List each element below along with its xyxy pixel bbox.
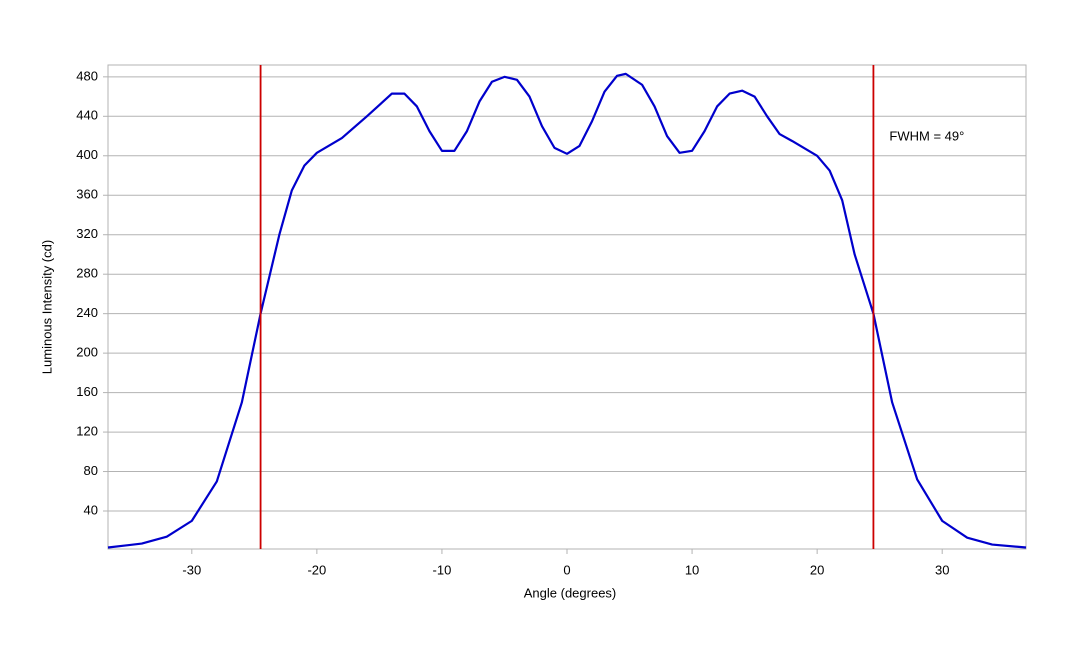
y-tick-label: 40 bbox=[84, 502, 98, 517]
y-tick-label: 440 bbox=[76, 108, 98, 123]
x-tick-label: -10 bbox=[433, 562, 452, 577]
y-tick-label: 280 bbox=[76, 266, 98, 281]
data-line bbox=[107, 72, 1027, 549]
y-tick-label: 480 bbox=[76, 68, 98, 83]
annotation: FWHM = 49° bbox=[889, 128, 964, 143]
y-tick-label: 120 bbox=[76, 424, 98, 439]
y-tick-label: 240 bbox=[76, 305, 98, 320]
plot-frame bbox=[107, 64, 1027, 550]
x-tick-label: -20 bbox=[307, 562, 326, 577]
x-tick-label: 20 bbox=[810, 562, 824, 577]
y-tick-label: 320 bbox=[76, 226, 98, 241]
y-tick-label: 80 bbox=[84, 463, 98, 478]
x-tick-label: 30 bbox=[935, 562, 949, 577]
x-tick-label: 0 bbox=[563, 562, 570, 577]
y-tick-label: 360 bbox=[76, 187, 98, 202]
y-axis-label: Luminous Intensity (cd) bbox=[39, 240, 54, 374]
x-axis-label: Angle (degrees) bbox=[524, 585, 617, 600]
x-tick-label: -30 bbox=[182, 562, 201, 577]
x-tick-label: 10 bbox=[685, 562, 699, 577]
y-tick-label: 160 bbox=[76, 384, 98, 399]
y-tick-label: 200 bbox=[76, 345, 98, 360]
y-tick-label: 400 bbox=[76, 147, 98, 162]
